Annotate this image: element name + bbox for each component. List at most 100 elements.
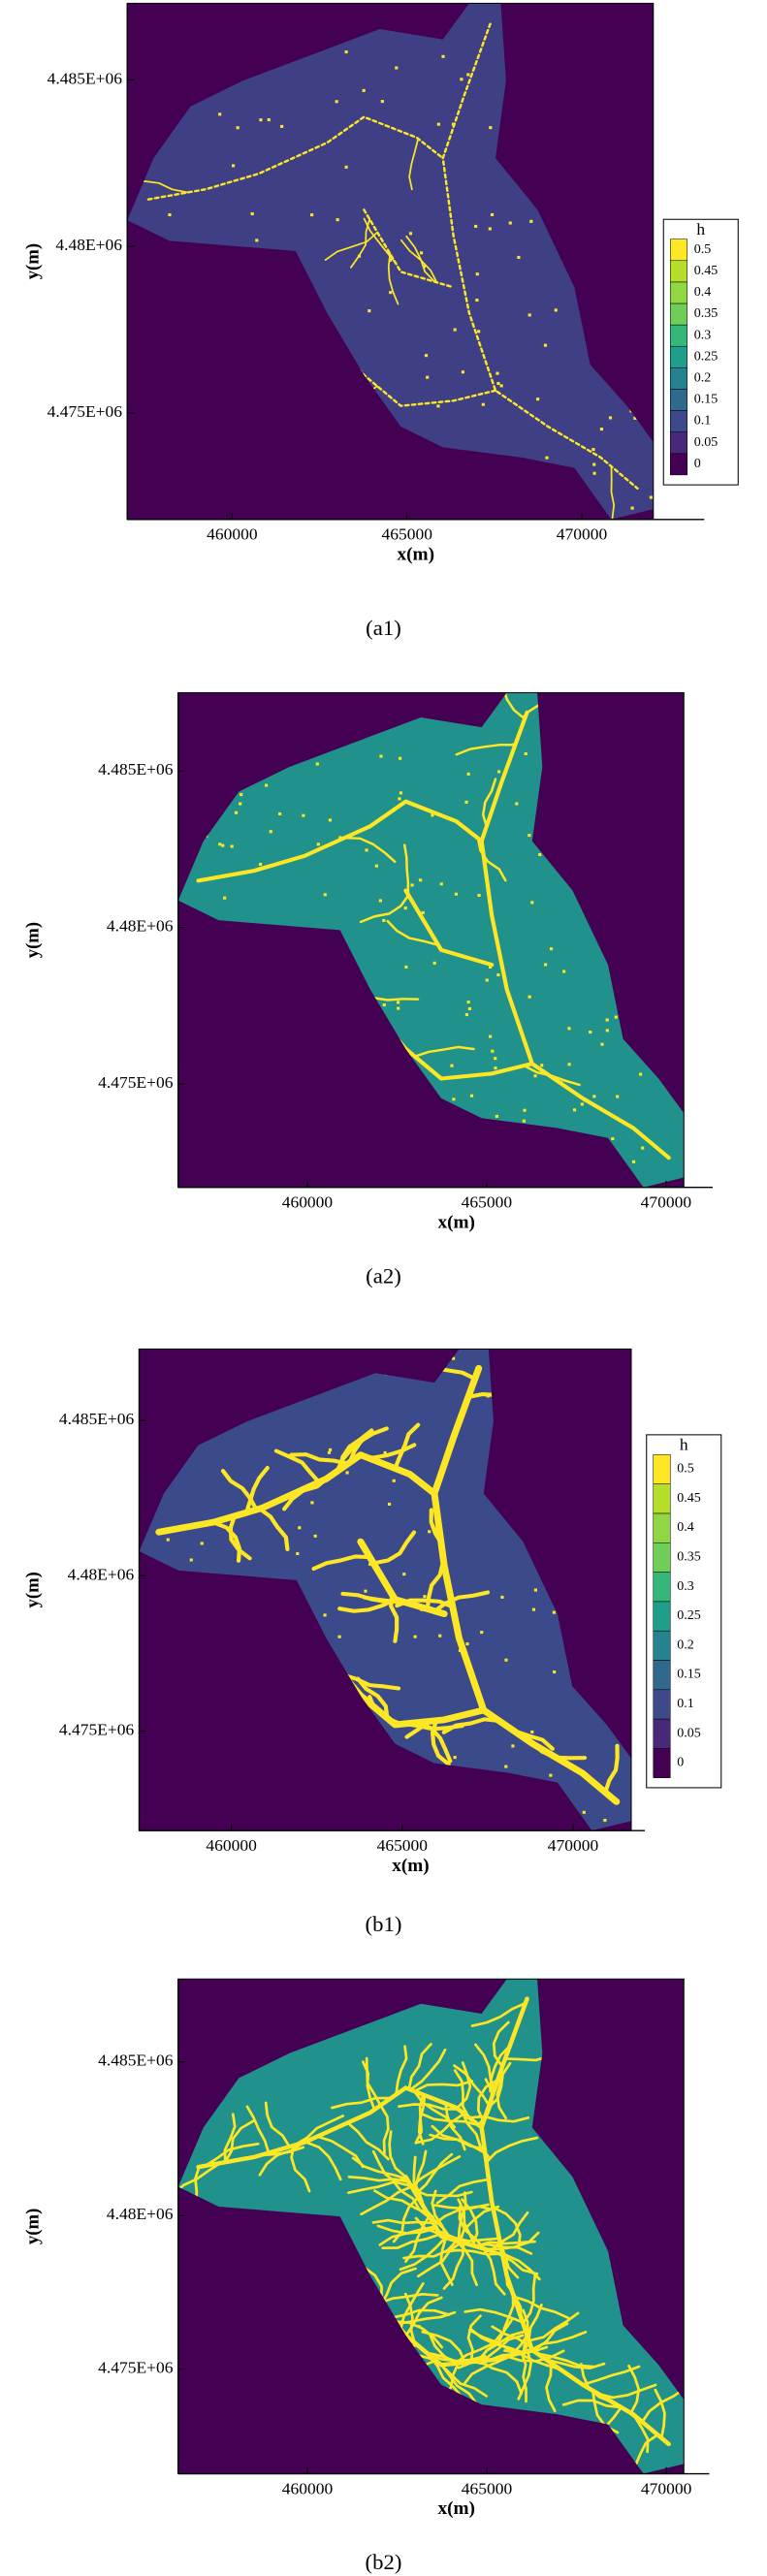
wet-cell (529, 219, 533, 223)
wet-cell (189, 1558, 193, 1562)
colorbar-band (653, 1454, 671, 1484)
tributary (415, 2112, 465, 2145)
wet-cell (523, 1108, 527, 1112)
tributary (395, 2310, 457, 2326)
tributary (386, 919, 440, 947)
colorbar-tick-label: 0.35 (694, 305, 719, 320)
wet-cell (582, 1810, 586, 1814)
wet-cell (549, 1773, 553, 1777)
wet-cell (432, 961, 436, 965)
wet-cell (611, 1136, 615, 1141)
wet-cell (298, 1526, 302, 1530)
tributary (371, 2218, 435, 2225)
colorbar-band (653, 1660, 671, 1691)
tributary (417, 1720, 453, 1764)
colorbar-tick-label: 0.25 (677, 1607, 701, 1622)
wet-cell (480, 1631, 484, 1635)
tributary (627, 2364, 641, 2415)
tributary (359, 894, 410, 924)
wet-cell (378, 899, 382, 903)
wet-cell (452, 1356, 456, 1360)
tributary (490, 2249, 541, 2281)
wet-cell (641, 1146, 645, 1150)
tributary (403, 2292, 416, 2344)
wet-cell (280, 124, 284, 128)
wet-cell (536, 398, 540, 401)
colorbar-band (653, 1572, 671, 1603)
colorbar-band (669, 239, 688, 262)
river (441, 22, 639, 491)
wet-cell (495, 1114, 498, 1119)
tributary (429, 2354, 463, 2399)
x-tick-label: 465000 (381, 525, 431, 544)
tributary (455, 743, 517, 756)
wet-cell (583, 1098, 587, 1102)
wet-cell (469, 1094, 474, 1097)
colorbar-band (669, 453, 688, 476)
tributary (463, 2353, 513, 2386)
panel: 460000 465000 470000 4.475E+06 4.48E+06 4.485… (22, 2, 739, 640)
wet-cell (436, 404, 440, 408)
wet-cell (410, 883, 414, 887)
wet-cell (328, 1447, 333, 1451)
wet-cell (631, 1160, 636, 1163)
wet-cell (495, 371, 499, 375)
tributary (453, 2064, 491, 2107)
colorbar-tick-label: 0.2 (677, 1638, 694, 1652)
y-tick-label: 4.485E+06 (98, 2051, 174, 2070)
wet-cell (464, 800, 468, 804)
wet-cell (477, 330, 481, 334)
tributary (497, 692, 527, 720)
tributary (350, 218, 371, 269)
wet-cell (323, 893, 327, 897)
colorbar-band (669, 431, 688, 455)
wet-cell (489, 901, 493, 906)
tributary (381, 2233, 441, 2249)
wet-cell (504, 1765, 508, 1768)
wet-cell (553, 1670, 557, 1674)
tributary (258, 2141, 305, 2177)
wet-cell (599, 428, 604, 431)
x-tick-label: 470000 (548, 1836, 598, 1855)
wet-cell (364, 1589, 368, 1593)
colorbar-title: h (696, 220, 705, 239)
tributary (517, 2309, 528, 2361)
tributary (244, 1466, 270, 1515)
wet-cell (387, 1502, 392, 1506)
wet-cell (365, 848, 368, 852)
wet-cell (649, 495, 653, 499)
wet-cell (362, 88, 366, 92)
x-tick-label: 460000 (206, 1836, 256, 1855)
tributary (425, 1561, 445, 1611)
panel: 460000 465000 470000 4.475E+06 4.48E+06 4.485… (22, 1348, 722, 1936)
tributary (471, 2242, 533, 2255)
tributary (471, 2334, 525, 2364)
y-tick-label: 4.475E+06 (98, 2359, 174, 2377)
wet-cell (530, 901, 534, 905)
wet-cell (523, 715, 527, 718)
wet-cell (426, 375, 430, 379)
wet-cell (538, 852, 542, 856)
wet-cell (218, 843, 222, 846)
river (403, 888, 495, 968)
x-tick-label: 460000 (207, 525, 257, 544)
wet-cell (357, 254, 362, 258)
tributary (340, 1672, 401, 1691)
tributary (535, 2352, 596, 2369)
tributary (596, 2383, 657, 2400)
tributary (425, 2351, 487, 2363)
colorbar-tick-label: 0.05 (677, 1726, 701, 1740)
colorbar-tick-label: 0.15 (694, 392, 719, 406)
tributary (439, 2230, 501, 2242)
wet-cell (591, 448, 595, 452)
tributary (417, 2241, 463, 2278)
wet-cell (336, 218, 339, 222)
colorbar-tick-label: 0.05 (694, 434, 719, 449)
wet-cell (603, 1818, 607, 1823)
colorbar-band (669, 389, 688, 411)
tributary (347, 2177, 408, 2195)
x-axis-label: x(m) (438, 2498, 475, 2519)
wet-cell (489, 126, 493, 130)
rivers (177, 1996, 685, 2474)
